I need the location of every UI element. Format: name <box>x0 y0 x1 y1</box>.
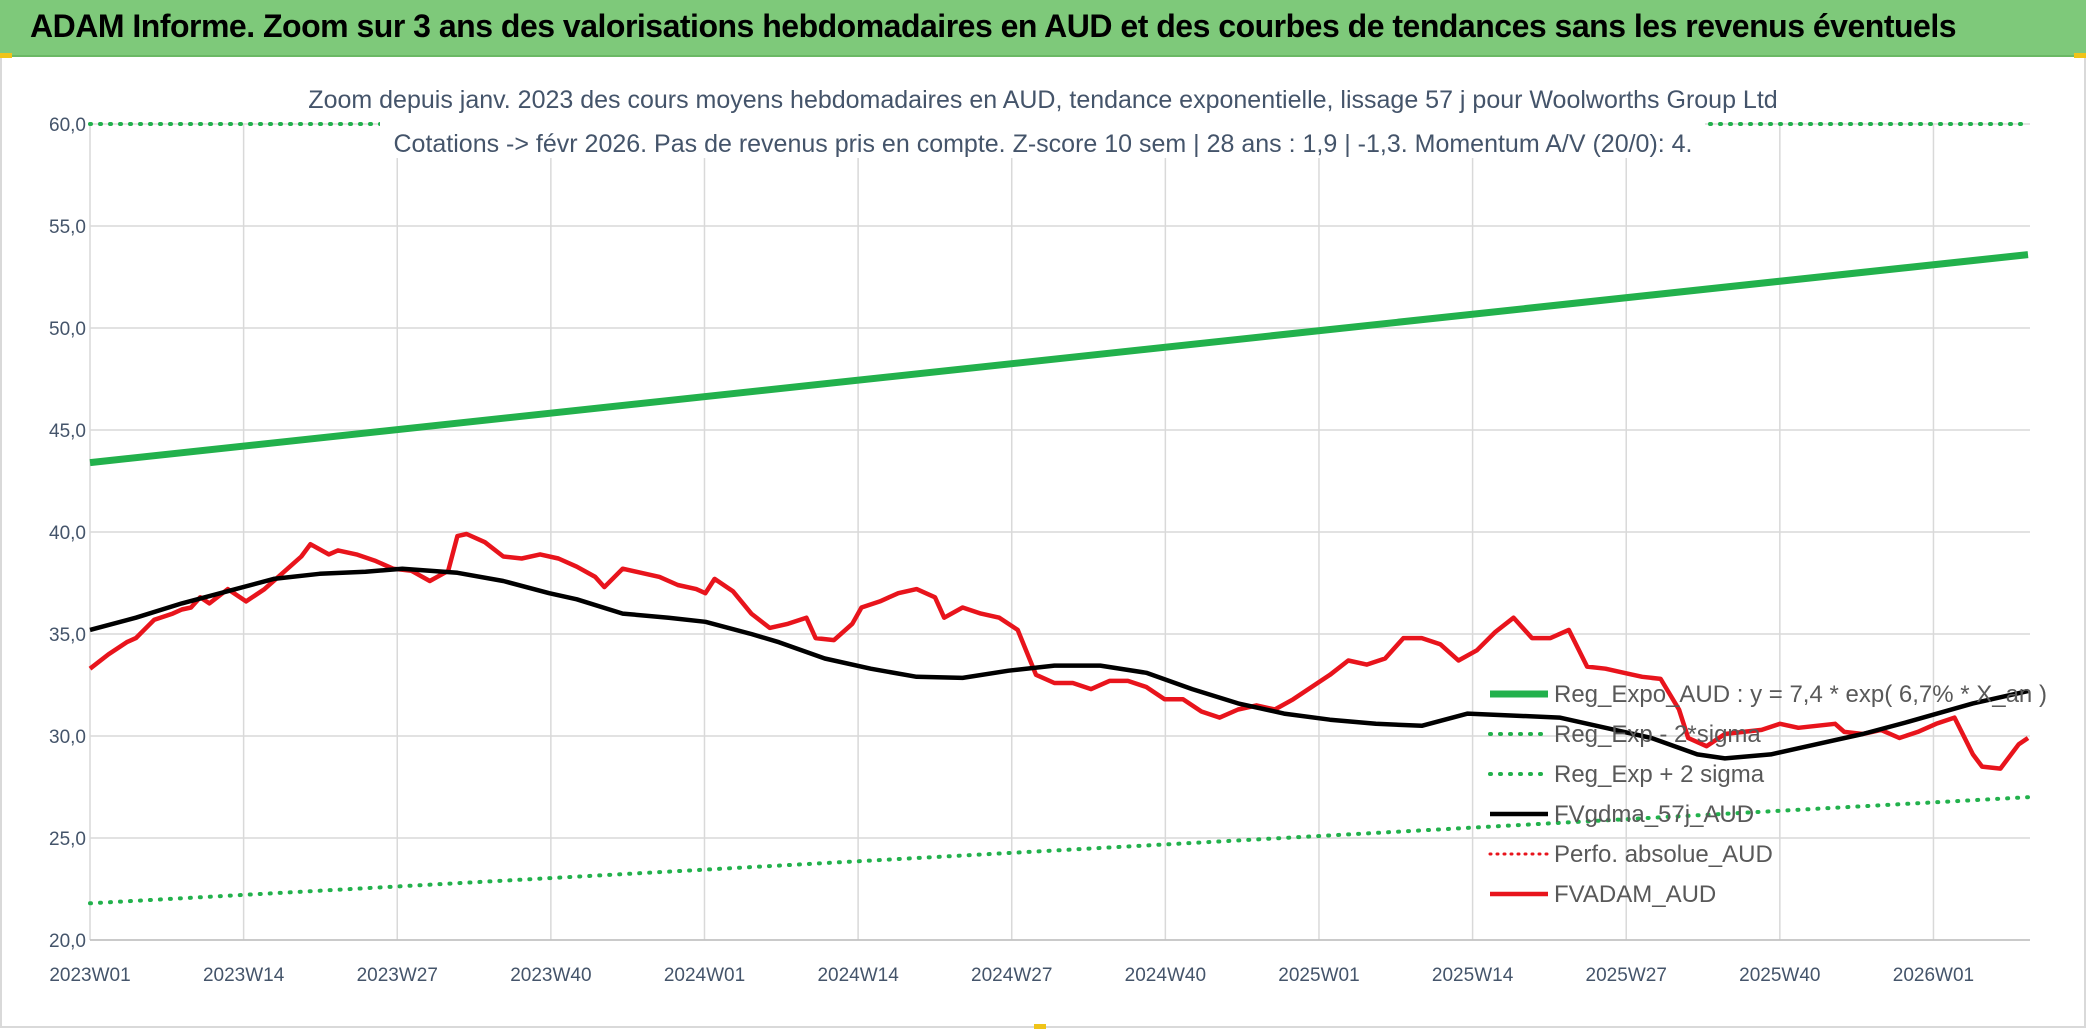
x-tick-label: 2024W27 <box>971 965 1052 986</box>
x-tick-label: 2026W01 <box>1893 965 1974 986</box>
report-title: ADAM Informe. Zoom sur 3 ans des valoris… <box>30 8 1957 44</box>
y-tick-label: 50,0 <box>49 319 86 340</box>
y-tick-label: 55,0 <box>49 217 86 238</box>
series-line-solid-thick <box>89 251 2029 467</box>
legend-label: Perfo. absolue_AUD <box>1554 841 1773 868</box>
x-tick-label: 2025W01 <box>1278 965 1359 986</box>
x-tick-label: 2023W27 <box>357 965 438 986</box>
frame-corner-bottom <box>1034 1024 1046 1029</box>
legend-label: FVADAM_AUD <box>1554 881 1716 908</box>
y-tick-label: 35,0 <box>49 625 86 646</box>
series-line-dotted <box>88 795 2030 906</box>
y-tick-label: 60,0 <box>49 115 86 136</box>
series-line-solid-black <box>89 566 2029 761</box>
x-tick-label: 2024W14 <box>817 965 899 986</box>
report-header: ADAM Informe. Zoom sur 3 ans des valoris… <box>0 0 2086 57</box>
legend-label: Reg_Exp + 2 sigma <box>1554 761 1765 788</box>
y-axis-ticks: 20,0 25,0 30,0 35,0 40,0 45,0 50,0 55,0 60,0 <box>49 115 86 952</box>
x-tick-label: 2023W40 <box>510 965 591 986</box>
legend-label: Reg_Exp - 2*sigma <box>1554 721 1761 748</box>
legend-label: Reg_Expo_AUD : y = 7,4 * exp( 6,7% * X_a… <box>1554 681 2047 708</box>
x-tick-label: 2025W40 <box>1739 965 1820 986</box>
chart-legend: Reg_Expo_AUD : y = 7,4 * exp( 6,7% * X_a… <box>1488 681 2047 908</box>
chart-subtitle: Cotations -> févr 2026. Pas de revenus p… <box>393 130 1692 158</box>
frame-corner-top-left <box>0 53 12 58</box>
chart-title: Zoom depuis janv. 2023 des cours moyens … <box>308 86 1777 114</box>
x-tick-label: 2025W14 <box>1432 965 1514 986</box>
x-tick-label: 2025W27 <box>1586 965 1667 986</box>
x-tick-label: 2023W01 <box>49 965 130 986</box>
frame-corner-top-right <box>2074 53 2086 58</box>
chart-subtitle-block: Zoom depuis janv. 2023 des cours moyens … <box>295 78 1780 158</box>
series-line-solid-red <box>88 531 2030 771</box>
x-tick-label: 2023W14 <box>203 965 285 986</box>
y-tick-label: 45,0 <box>49 421 86 442</box>
y-tick-label: 30,0 <box>49 727 86 748</box>
y-tick-label: 25,0 <box>49 829 86 850</box>
subtitle-backdrop <box>380 120 1705 158</box>
y-tick-label: 20,0 <box>49 931 86 952</box>
legend-label: FVgdma_57j_AUD <box>1554 801 1754 828</box>
x-axis-ticks: 2023W01 2023W14 2023W27 2023W40 2024W01 2024W… <box>49 965 1974 986</box>
title-backdrop <box>295 78 1780 116</box>
y-tick-label: 40,0 <box>49 523 86 544</box>
x-tick-label: 2024W01 <box>664 965 745 986</box>
x-tick-label: 2024W40 <box>1125 965 1206 986</box>
